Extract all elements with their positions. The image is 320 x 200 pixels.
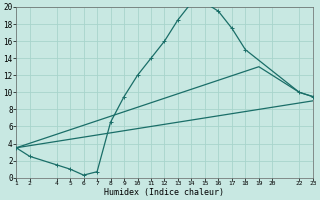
- X-axis label: Humidex (Indice chaleur): Humidex (Indice chaleur): [105, 188, 225, 197]
